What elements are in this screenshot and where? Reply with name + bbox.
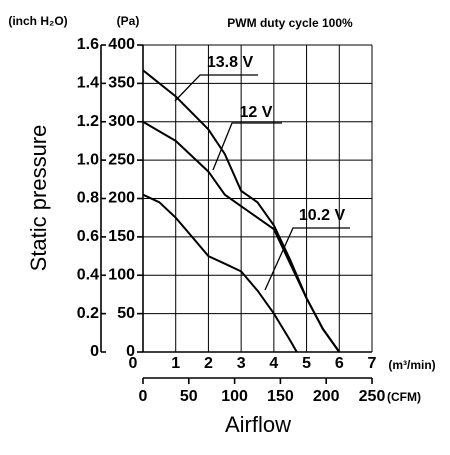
y-tick-label: 300 <box>108 113 135 130</box>
x2-tick-label: 150 <box>267 388 294 405</box>
y-tick-label: 250 <box>108 151 135 168</box>
y2-tick-label: 0.4 <box>77 266 99 283</box>
x2-tick-label: 200 <box>313 388 340 405</box>
y-tick-label: 200 <box>108 190 135 207</box>
y2-tick-label: 1.2 <box>77 113 99 130</box>
y2-tick-label: 1.0 <box>77 151 99 168</box>
series-line <box>142 120 341 353</box>
series-label: 13.8 V <box>207 54 254 71</box>
x2-tick-label: 0 <box>139 388 148 405</box>
series-label: 10.2 V <box>299 207 346 224</box>
y-tick-label: 50 <box>117 305 135 322</box>
x2-tick-label: 250 <box>359 388 386 405</box>
y2-tick-label: 1.4 <box>77 75 99 92</box>
y2-tick-label: 0 <box>90 343 99 360</box>
x-tick-label: 4 <box>269 355 278 372</box>
x2-tick-label: 100 <box>221 388 248 405</box>
x2-unit: (CFM) <box>387 390 421 404</box>
y-axis-title: Static pressure <box>26 125 51 272</box>
y-tick-label: 100 <box>108 266 135 283</box>
x-tick-label: 6 <box>335 355 344 372</box>
y2-tick-label: 0.6 <box>77 228 99 245</box>
x-axis-title: Airflow <box>225 412 291 437</box>
x-tick-label: 3 <box>237 355 246 372</box>
y2-tick-label: 0.2 <box>77 305 99 322</box>
leader <box>212 122 282 171</box>
x-tick-label: 1 <box>171 355 180 372</box>
y2-tick-label: 0.8 <box>77 190 99 207</box>
y-tick-label: 150 <box>108 228 135 245</box>
y2-unit: (inch H₂O) <box>8 14 67 28</box>
x-tick-label: 5 <box>302 355 311 372</box>
y-unit: (Pa) <box>117 14 140 28</box>
series-label: 12 V <box>240 104 273 121</box>
leader <box>174 74 258 102</box>
y-tick-label: 400 <box>108 36 135 53</box>
x-tick-label: 0 <box>129 355 138 372</box>
x2-tick-label: 50 <box>180 388 198 405</box>
y2-tick-label: 1.6 <box>77 36 99 53</box>
series-line <box>142 193 298 353</box>
x-tick-label: 2 <box>204 355 213 372</box>
y-tick-label: 0 <box>126 343 135 360</box>
chart-title: PWM duty cycle 100% <box>227 16 353 30</box>
y-tick-label: 350 <box>108 75 135 92</box>
x-tick-label: 7 <box>368 355 377 372</box>
x-unit: (m³/min) <box>388 358 435 372</box>
